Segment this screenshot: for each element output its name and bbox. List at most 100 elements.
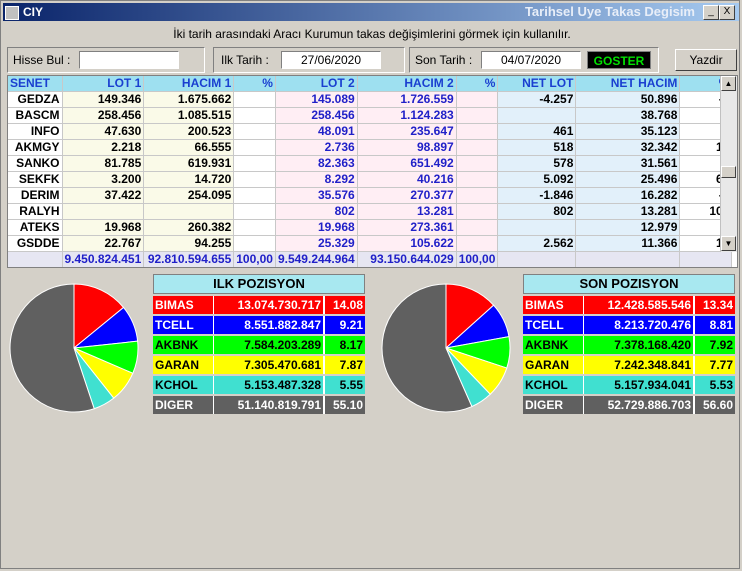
column-header-senet[interactable]: SENET [8,76,63,92]
table-row[interactable]: GEDZA 149.346 1.675.662 145.089 1.726.559 -4.… [8,91,733,108]
column-header-lot1[interactable]: LOT 1 [62,76,145,92]
scroll-up-arrow-icon[interactable]: ▲ [721,76,736,91]
pozisyon-pct: 7.87 [323,356,365,374]
cell-lot1: 258.456 [62,107,145,124]
column-header-pct2[interactable]: % [456,76,499,92]
cell-lot2: 2.736 [275,139,358,156]
yazdir-button[interactable]: Yazdir [675,49,737,71]
cell-lot1: 81.785 [62,155,145,172]
cell-netlot: 2.562 [497,235,577,252]
column-header-hacim2[interactable]: HACIM 2 [357,76,457,92]
column-header-pct3[interactable]: % [679,76,733,92]
pozisyon-name: DIGER [523,396,583,414]
cell-netlot: 578 [497,155,577,172]
cell-senet: SEKFK [8,171,63,188]
pozisyon-value: 7.378.168.420 [583,336,693,354]
cell-hacim2: 98.897 [357,139,457,156]
title-bar[interactable]: CIY Tarihsel Uye Takas Degisim _ X [3,3,739,21]
cell-hacim1: 200.523 [143,123,235,140]
pozisyon-row-garan: GARAN 7.305.470.681 7.87 [153,356,365,374]
column-header-nethacim[interactable]: NET HACIM [575,76,681,92]
pozisyon-row-garan: GARAN 7.242.348.841 7.77 [523,356,735,374]
ilk-tarih-input[interactable]: 27/06/2020 [281,51,381,69]
goster-button[interactable]: GOSTER [587,51,651,69]
cell-lot2: 19.968 [275,219,358,236]
column-header-hacim1[interactable]: HACIM 1 [143,76,235,92]
total-pct3 [679,251,733,267]
cell-hacim1: 1.675.662 [143,91,235,108]
cell-lot1: 19.968 [62,219,145,236]
cell-lot2: 258.456 [275,107,358,124]
cell-nethacim: 35.123 [575,123,681,140]
close-button[interactable]: X [719,5,735,20]
cell-lot2: 48.091 [275,123,358,140]
cell-hacim1: 14.720 [143,171,235,188]
total-pct2: 100,00 [456,251,499,267]
cell-nethacim: 32.342 [575,139,681,156]
cell-lot1: 22.767 [62,235,145,252]
pie-slice-bimas [73,283,125,350]
pozisyon-name: BIMAS [523,296,583,314]
cell-senet: BASCM [8,107,63,124]
cell-hacim1: 1.085.515 [143,107,235,124]
column-header-pct1[interactable]: % [233,76,276,92]
cell-hacim2: 105.622 [357,235,457,252]
table-row[interactable]: ATEKS 19.968 260.382 19.968 273.361 12.979 [8,219,733,236]
pozisyon-name: AKBNK [523,336,583,354]
scroll-down-arrow-icon[interactable]: ▼ [721,236,736,251]
cell-lot2: 8.292 [275,171,358,188]
cell-hacim1: 619.931 [143,155,235,172]
ilk-pozisyon-title: ILK POZISYON [153,274,365,294]
minimize-button[interactable]: _ [703,5,719,20]
total-lot1: 9.450.824.451 [62,251,145,267]
cell-senet: AKMGY [8,139,63,156]
cell-pct3: 0 [679,123,733,140]
cell-nethacim: 31.561 [575,155,681,172]
cell-netlot: 5.092 [497,171,577,188]
cell-pct1 [233,91,276,108]
son-tarih-label: Son Tarih : [415,53,473,67]
pie-slice-diger [9,283,95,413]
hisse-search-input[interactable] [79,51,179,69]
cell-netlot [497,107,577,124]
cell-lot2: 25.329 [275,235,358,252]
window-title: CIY [23,5,44,19]
ilk-pozisyon-pie-chart [9,283,139,413]
pozisyon-value: 8.213.720.476 [583,316,693,334]
cell-pct3: 0 [679,155,733,172]
cell-pct1 [233,219,276,236]
pozisyon-pct: 8.17 [323,336,365,354]
pozisyon-pct: 8.81 [693,316,735,334]
column-header-lot2[interactable]: LOT 2 [275,76,358,92]
cell-nethacim: 11.366 [575,235,681,252]
cell-senet: GEDZA [8,91,63,108]
son-tarih-group [409,47,659,73]
table-header: SENET LOT 1 HACIM 1% LOT 2 HACIM 2% NET LOT NE… [8,76,733,92]
cell-pct1 [233,155,276,172]
cell-hacim1: 254.095 [143,187,235,204]
table-row[interactable]: BASCM 258.456 1.085.515 258.456 1.124.283 38.… [8,107,733,124]
column-header-netlot[interactable]: NET LOT [497,76,577,92]
scroll-thumb[interactable] [721,166,736,178]
hisse-label: Hisse Bul : [13,53,71,67]
son-tarih-input[interactable]: 04/07/2020 [481,51,581,69]
cell-hacim2: 270.377 [357,187,457,204]
app-icon[interactable] [5,5,19,20]
pozisyon-name: GARAN [523,356,583,374]
table-row[interactable]: SANKO 81.785 619.931 82.363 651.492 578 31.561… [8,155,733,172]
pozisyon-pct: 9.21 [323,316,365,334]
cell-lot2: 802 [275,203,358,220]
table-row[interactable]: GSDDE 22.767 94.255 25.329 105.622 2.562 11.36… [8,235,733,252]
cell-pct3 [679,219,733,236]
cell-netlot: -4.257 [497,91,577,108]
table-row[interactable]: DERIM 37.422 254.095 35.576 270.377 -1.846 16.… [8,187,733,204]
pozisyon-row-akbnk: AKBNK 7.378.168.420 7.92 [523,336,735,354]
pozisyon-value: 13.074.730.717 [213,296,323,314]
total-lot2: 9.549.244.964 [275,251,358,267]
vertical-scrollbar[interactable]: ▲ ▼ [720,76,737,252]
